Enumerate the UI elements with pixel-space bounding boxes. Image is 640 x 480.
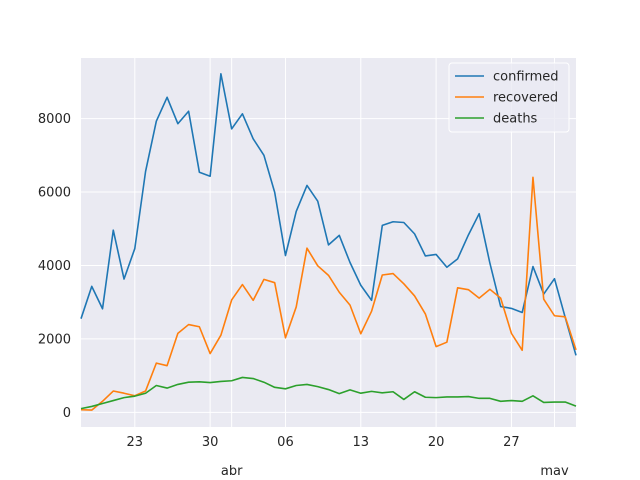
- y-tick-label: 2000: [38, 332, 71, 347]
- x-tick-label: 30: [202, 435, 219, 450]
- series-lines: [80, 72, 577, 411]
- legend: confirmed recovered deaths: [448, 62, 570, 133]
- x-tick-label: 06: [277, 435, 294, 450]
- grid: [81, 58, 576, 427]
- series-line-deaths: [80, 376, 577, 410]
- legend-label: confirmed: [493, 70, 559, 85]
- y-tick-label: 0: [63, 406, 71, 421]
- series-line-confirmed: [80, 72, 577, 356]
- y-tick-label: 4000: [38, 259, 71, 274]
- x-tick-label: 13: [353, 435, 370, 450]
- legend-label: recovered: [493, 91, 558, 106]
- x-month-label: mav: [540, 464, 569, 479]
- x-tick-label: 23: [127, 435, 144, 450]
- legend-box: [448, 62, 570, 133]
- y-tick-label: 6000: [38, 186, 71, 201]
- y-tick-label: 8000: [38, 112, 71, 127]
- x-axis-ticks: 23 30 06 13 20 27 abr mav: [127, 435, 569, 479]
- series-line-recovered: [80, 176, 577, 411]
- y-axis-ticks: 0 2000 4000 6000 8000: [38, 112, 71, 421]
- x-tick-label: 27: [503, 435, 520, 450]
- x-month-label: abr: [221, 464, 243, 479]
- legend-label: deaths: [493, 112, 538, 127]
- x-tick-label: 20: [428, 435, 445, 450]
